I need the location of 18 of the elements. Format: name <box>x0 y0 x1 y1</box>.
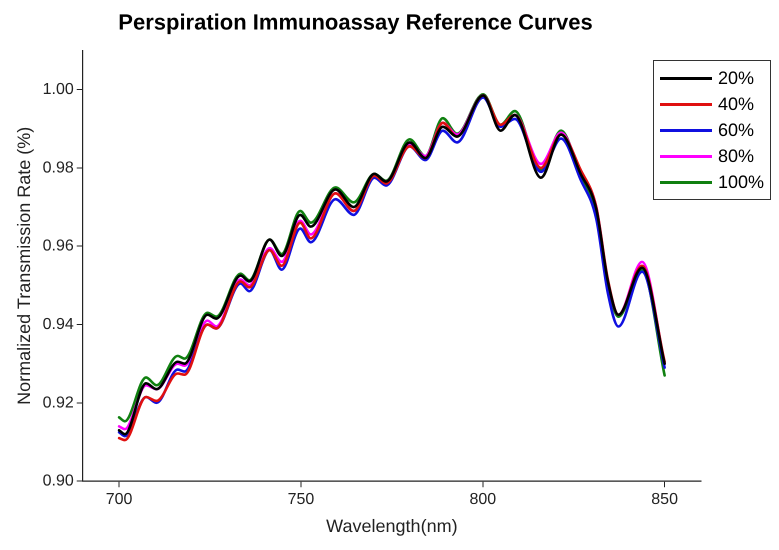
y-tick-label: 0.94 <box>42 316 74 333</box>
x-axis-title: Wavelength(nm) <box>326 516 458 536</box>
x-tick-label: 850 <box>651 491 678 508</box>
legend-label: 20% <box>718 67 754 90</box>
y-tick-label: 0.96 <box>42 238 74 255</box>
legend-label: 60% <box>718 119 754 142</box>
legend-label: 100% <box>718 171 764 194</box>
legend-label: 80% <box>718 145 754 168</box>
y-tick-label: 0.98 <box>42 159 74 176</box>
legend-label: 40% <box>718 93 754 116</box>
y-tick-label: 0.90 <box>42 472 74 490</box>
y-axis-title: Normalized Transmission Rate (%) <box>14 126 34 405</box>
x-tick-label: 750 <box>288 491 314 508</box>
x-tick-label: 700 <box>106 491 133 508</box>
chart-title: Perspiration Immunoassay Reference Curves <box>118 9 593 34</box>
x-tick-label: 800 <box>469 491 496 508</box>
y-tick-label: 1.00 <box>42 80 74 98</box>
y-tick-label: 0.92 <box>42 394 74 412</box>
